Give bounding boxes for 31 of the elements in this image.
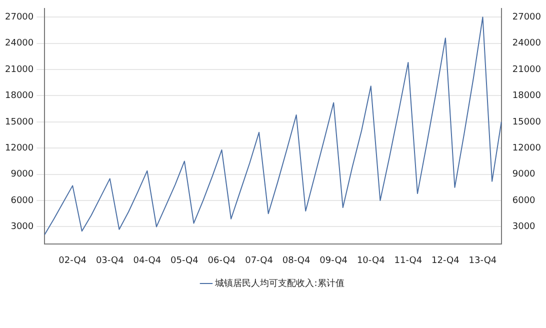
y2-tick-label: 6000 [512,196,536,206]
y-tick-label: 9000 [10,170,34,180]
x-tick-label: 04-Q4 [133,256,162,266]
y2-tick-label: 12000 [512,143,542,154]
y2-tick-label: 24000 [512,38,542,49]
y-tick-label: 12000 [4,143,34,154]
y2-tick-label: 9000 [512,170,536,180]
x-tick-label: 10-Q4 [356,256,386,266]
y-tick-label: 27000 [4,12,34,22]
x-tick-label: 12-Q4 [432,256,460,266]
x-tick-label: 13-Q4 [468,256,497,266]
x-tick-label: 06-Q4 [208,256,236,266]
y-tick-label: 21000 [4,64,34,75]
x-tick-label: 07-Q4 [245,256,274,266]
x-tick-label: 02-Q4 [58,256,87,266]
y-tick-label: 6000 [10,196,34,206]
y-tick-label: 18000 [4,91,34,102]
x-tick-label: 05-Q4 [170,256,199,266]
y2-tick-label: 18000 [512,91,542,102]
y2-tick-label: 15000 [512,117,542,128]
x-tick-label: 03-Q4 [96,256,124,266]
x-tick-label: 08-Q4 [282,256,310,266]
y2-tick-label: 21000 [512,64,542,75]
y-tick-label: 24000 [4,38,34,49]
y2-tick-label: 27000 [512,12,542,22]
x-tick-label: 11-Q4 [394,256,422,266]
y2-tick-label: 3000 [512,222,536,232]
y-tick-label: 15000 [4,117,34,128]
y-tick-label: 3000 [10,222,34,232]
x-tick-label: 09-Q4 [320,256,348,266]
legend-label: 城镇居民人均可支配收入:累计值 [214,278,344,289]
